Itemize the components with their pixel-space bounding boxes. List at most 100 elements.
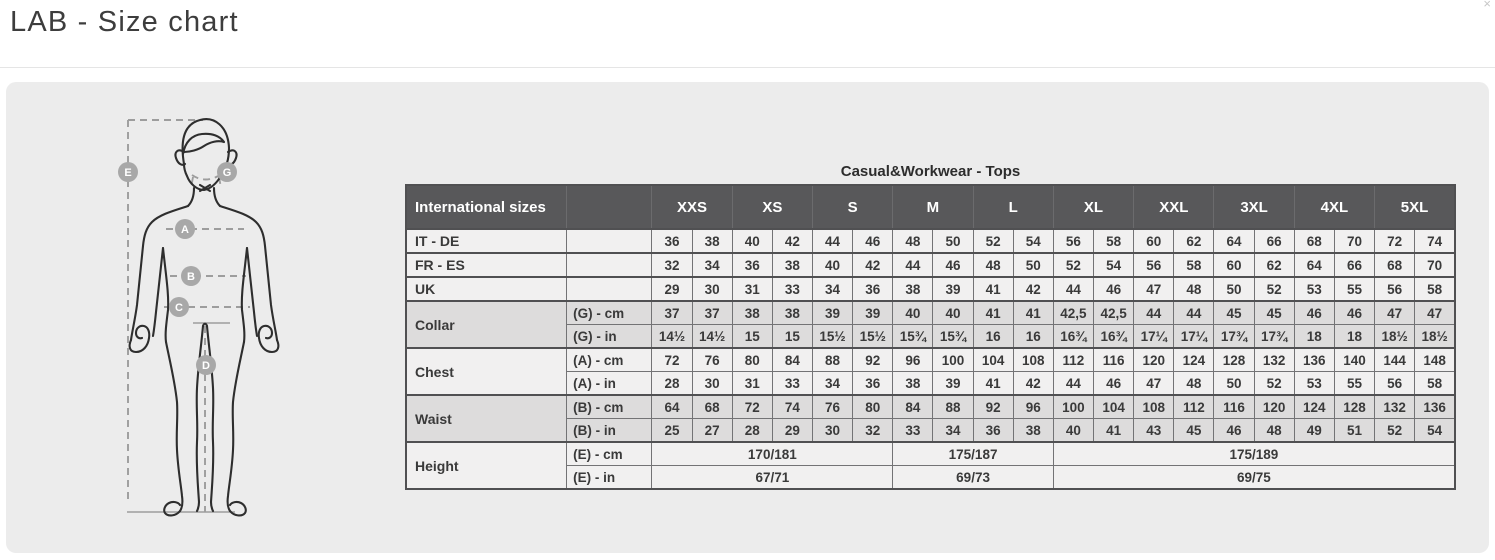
table-row: (G) - in 14½ 14½ 15 15 15½ 15½ 15¾ 15¾ 16 16 16¾ 16¾… bbox=[406, 324, 1456, 349]
corner-header: International sizes bbox=[405, 184, 568, 230]
value-cell: 41 bbox=[1012, 300, 1054, 325]
value-cell: 44 bbox=[1052, 371, 1095, 396]
close-icon[interactable]: × bbox=[1483, 0, 1491, 11]
value-cell: 41 bbox=[972, 371, 1014, 396]
value-cell: 56 bbox=[1133, 252, 1175, 278]
value-cell: 36 bbox=[731, 252, 773, 278]
value-cell: 46 bbox=[1333, 300, 1376, 325]
left-outer-leg bbox=[164, 340, 184, 513]
value-cell: 16 bbox=[972, 324, 1014, 349]
value-cell: 15½ bbox=[811, 324, 854, 349]
value-cell: 46 bbox=[1293, 300, 1335, 325]
value-cell: 108 bbox=[1133, 394, 1175, 419]
table-title: Casual&Workwear - Tops bbox=[840, 163, 1021, 180]
row-sublabel: (G) - in bbox=[566, 324, 653, 349]
right-outer-leg bbox=[226, 340, 246, 513]
value-cell: 46 bbox=[1092, 276, 1135, 302]
value-cell: 88 bbox=[932, 394, 974, 419]
value-cell: 100 bbox=[932, 347, 974, 372]
right-torso bbox=[240, 246, 249, 344]
right-inner-arm bbox=[245, 246, 259, 338]
crotch bbox=[201, 322, 209, 328]
value-cell: 17¼ bbox=[1133, 324, 1175, 349]
value-cell: 51 bbox=[1333, 418, 1376, 443]
svg-text:D: D bbox=[202, 360, 210, 372]
value-cell: 47 bbox=[1133, 276, 1175, 302]
table-header-row: International sizes XXS XS S M L XL XXL 3XL 4XL 5X… bbox=[405, 184, 1456, 230]
value-cell: 58 bbox=[1092, 228, 1135, 254]
value-cell: 36 bbox=[972, 418, 1014, 443]
neck bbox=[186, 186, 222, 208]
value-cell: 39 bbox=[852, 300, 894, 325]
value-cell: 38 bbox=[771, 252, 813, 278]
value-cell: 64 bbox=[651, 394, 693, 419]
value-cell: 62 bbox=[1253, 252, 1295, 278]
value-cell: 67/71 bbox=[651, 465, 894, 490]
row-sublabel: (A) - in bbox=[566, 371, 653, 396]
value-cell: 32 bbox=[651, 252, 693, 278]
measure-badge-g: G bbox=[217, 162, 237, 182]
value-cell: 72 bbox=[651, 347, 693, 372]
value-cell: 48 bbox=[1173, 371, 1215, 396]
value-cell: 52 bbox=[1253, 371, 1295, 396]
value-cell: 48 bbox=[892, 228, 934, 254]
value-cell: 36 bbox=[651, 228, 693, 254]
value-cell: 74 bbox=[771, 394, 813, 419]
row-group-label: Waist bbox=[405, 394, 568, 443]
value-cell: 120 bbox=[1133, 347, 1175, 372]
right-shoulder-arm bbox=[218, 204, 279, 342]
right-foot bbox=[228, 500, 247, 517]
row-sublabel bbox=[566, 276, 653, 302]
value-cell: 39 bbox=[932, 276, 974, 302]
left-shoulder-arm bbox=[129, 204, 190, 342]
measure-badge-a: A bbox=[175, 219, 195, 239]
diagram-svg: E G A B C D bbox=[118, 118, 280, 517]
value-cell: 18½ bbox=[1414, 324, 1456, 349]
value-cell: 54 bbox=[1012, 228, 1054, 254]
value-cell: 15 bbox=[771, 324, 813, 349]
value-cell: 40 bbox=[811, 252, 854, 278]
value-cell: 46 bbox=[932, 252, 974, 278]
value-cell: 44 bbox=[1052, 276, 1095, 302]
value-cell: 48 bbox=[1253, 418, 1295, 443]
table-row: Height (E) - cm 170/181 175/187 175/189 bbox=[405, 441, 1456, 490]
table-row: IT - DE 36 38 40 42 44 46 48 50 52 54 56 58 60 62 64 66 6… bbox=[405, 228, 1456, 254]
value-cell: 42 bbox=[1012, 276, 1054, 302]
value-cell: 60 bbox=[1133, 228, 1175, 254]
value-cell: 50 bbox=[932, 228, 974, 254]
measure-badge-d: D bbox=[196, 355, 216, 375]
value-cell: 70 bbox=[1333, 228, 1376, 254]
row-sublabel: (B) - in bbox=[566, 418, 653, 443]
value-cell: 54 bbox=[1414, 418, 1456, 443]
value-cell: 31 bbox=[731, 276, 773, 302]
value-cell: 16¾ bbox=[1092, 324, 1135, 349]
value-cell: 28 bbox=[651, 371, 693, 396]
value-cell: 96 bbox=[1012, 394, 1054, 419]
value-cell: 17¾ bbox=[1253, 324, 1295, 349]
row-group-label: Chest bbox=[405, 347, 568, 396]
value-cell: 80 bbox=[731, 347, 773, 372]
left-foot bbox=[163, 500, 182, 517]
value-cell: 66 bbox=[1253, 228, 1295, 254]
size-header-l: L bbox=[972, 184, 1054, 230]
value-cell: 42,5 bbox=[1092, 300, 1135, 325]
value-cell: 92 bbox=[972, 394, 1014, 419]
size-header-s: S bbox=[811, 184, 894, 230]
value-cell: 170/181 bbox=[651, 441, 894, 466]
row-group-label: Height bbox=[405, 441, 568, 490]
value-cell: 38 bbox=[892, 371, 934, 396]
value-cell: 34 bbox=[932, 418, 974, 443]
value-cell: 28 bbox=[731, 418, 773, 443]
value-cell: 18 bbox=[1293, 324, 1335, 349]
neck-bow-mark bbox=[198, 183, 212, 193]
value-cell: 42 bbox=[771, 228, 813, 254]
value-cell: 116 bbox=[1092, 347, 1135, 372]
size-header-5xl: 5XL bbox=[1374, 184, 1456, 230]
row-sublabel: (B) - cm bbox=[566, 394, 653, 419]
row-sublabel: (G) - cm bbox=[566, 300, 653, 325]
value-cell: 40 bbox=[932, 300, 974, 325]
value-cell: 40 bbox=[892, 300, 934, 325]
value-cell: 29 bbox=[771, 418, 813, 443]
value-cell: 16 bbox=[1012, 324, 1054, 349]
row-group-label: UK bbox=[405, 276, 568, 302]
